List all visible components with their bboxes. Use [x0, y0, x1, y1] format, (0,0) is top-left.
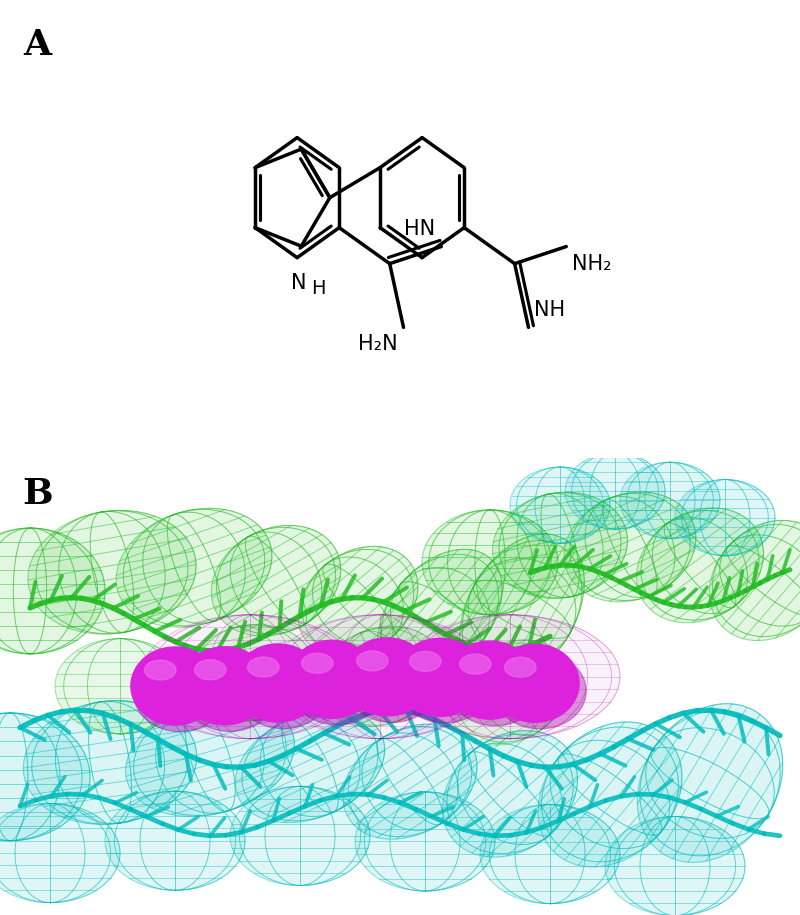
- Polygon shape: [450, 640, 570, 745]
- Ellipse shape: [449, 650, 542, 726]
- Polygon shape: [270, 615, 490, 738]
- Polygon shape: [0, 803, 120, 902]
- Polygon shape: [538, 722, 682, 867]
- Polygon shape: [710, 521, 800, 640]
- Polygon shape: [230, 786, 370, 886]
- Polygon shape: [565, 453, 665, 529]
- Polygon shape: [126, 699, 294, 816]
- Text: H: H: [311, 279, 326, 298]
- Polygon shape: [0, 713, 90, 841]
- Polygon shape: [140, 615, 360, 738]
- Polygon shape: [186, 625, 314, 721]
- Text: N: N: [290, 273, 306, 293]
- Ellipse shape: [194, 660, 226, 680]
- Ellipse shape: [396, 639, 484, 716]
- Polygon shape: [105, 791, 245, 890]
- Ellipse shape: [290, 649, 383, 725]
- Polygon shape: [510, 467, 610, 544]
- Ellipse shape: [181, 647, 269, 725]
- Polygon shape: [638, 704, 782, 862]
- Polygon shape: [675, 479, 775, 555]
- Ellipse shape: [459, 654, 491, 674]
- Polygon shape: [355, 791, 495, 891]
- Ellipse shape: [494, 653, 586, 729]
- Ellipse shape: [446, 641, 534, 719]
- Ellipse shape: [410, 651, 441, 672]
- Ellipse shape: [302, 653, 333, 673]
- Polygon shape: [235, 710, 385, 823]
- Ellipse shape: [288, 640, 376, 718]
- Ellipse shape: [346, 647, 438, 723]
- Polygon shape: [378, 549, 502, 679]
- Polygon shape: [28, 511, 196, 634]
- Polygon shape: [637, 508, 763, 623]
- Polygon shape: [620, 462, 720, 539]
- Ellipse shape: [343, 638, 431, 716]
- Ellipse shape: [398, 647, 491, 723]
- Text: A: A: [23, 28, 51, 62]
- Text: HN: HN: [405, 220, 435, 240]
- Polygon shape: [400, 615, 620, 738]
- Ellipse shape: [234, 644, 322, 722]
- Polygon shape: [343, 724, 477, 839]
- Polygon shape: [23, 701, 197, 824]
- Polygon shape: [564, 492, 696, 602]
- Ellipse shape: [134, 656, 226, 732]
- Polygon shape: [0, 528, 105, 654]
- Ellipse shape: [357, 651, 388, 671]
- Ellipse shape: [131, 647, 219, 725]
- Ellipse shape: [491, 644, 579, 722]
- Polygon shape: [298, 546, 418, 657]
- Polygon shape: [55, 639, 185, 734]
- Polygon shape: [317, 627, 443, 727]
- Polygon shape: [605, 816, 745, 915]
- Polygon shape: [211, 525, 341, 636]
- Text: NH: NH: [534, 300, 566, 320]
- Text: NH₂: NH₂: [572, 253, 611, 274]
- Ellipse shape: [505, 657, 536, 677]
- Text: B: B: [22, 477, 53, 511]
- Polygon shape: [422, 510, 558, 615]
- Ellipse shape: [145, 660, 176, 680]
- Polygon shape: [493, 492, 627, 598]
- Text: H₂N: H₂N: [358, 335, 398, 354]
- Polygon shape: [442, 730, 578, 857]
- Polygon shape: [460, 533, 584, 684]
- Ellipse shape: [237, 652, 330, 728]
- Ellipse shape: [184, 655, 276, 731]
- Polygon shape: [116, 509, 272, 627]
- Polygon shape: [480, 804, 620, 904]
- Ellipse shape: [247, 657, 279, 677]
